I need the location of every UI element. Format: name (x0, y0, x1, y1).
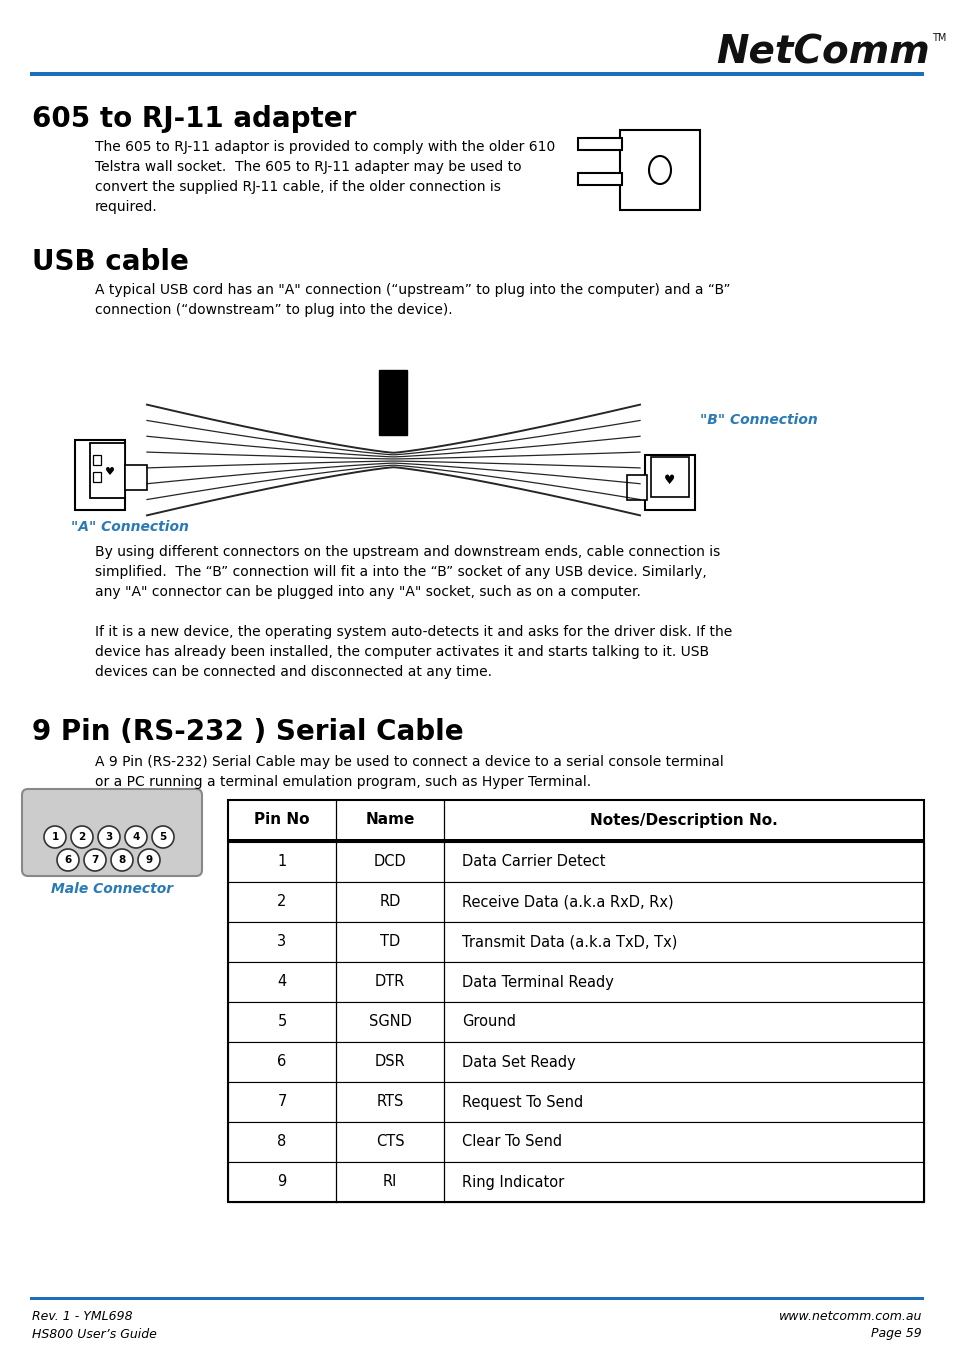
Text: 1: 1 (51, 831, 58, 842)
Circle shape (152, 826, 173, 848)
Bar (30, 72, 923, 76)
Circle shape (57, 849, 79, 871)
Text: 4: 4 (277, 975, 286, 990)
Text: RD: RD (379, 895, 400, 910)
Bar (578, 138, 621, 150)
Circle shape (71, 826, 92, 848)
Circle shape (98, 826, 120, 848)
Bar (92, 472, 101, 483)
Text: 3: 3 (105, 831, 112, 842)
Text: Receive Data (a.k.a RxD, Rx): Receive Data (a.k.a RxD, Rx) (461, 895, 673, 910)
Bar (228, 800, 923, 1202)
Bar (90, 443, 125, 498)
Text: DCD: DCD (374, 854, 406, 869)
Text: 605 to RJ-11 adapter: 605 to RJ-11 adapter (32, 105, 356, 132)
Text: www.netcomm.com.au: www.netcomm.com.au (778, 1310, 921, 1322)
Text: SGND: SGND (368, 1014, 411, 1029)
Circle shape (138, 849, 160, 871)
Bar (644, 456, 695, 510)
Text: TM: TM (931, 32, 945, 43)
Text: Name: Name (365, 813, 415, 827)
Bar (125, 465, 147, 489)
Text: 8: 8 (118, 854, 126, 865)
Text: A typical USB cord has an "A" connection (“upstream” to plug into the computer) : A typical USB cord has an "A" connection… (95, 283, 730, 318)
Text: ♥: ♥ (663, 473, 675, 487)
Bar (228, 963, 923, 1002)
Text: 2: 2 (277, 895, 287, 910)
Bar (75, 439, 125, 510)
Bar (228, 842, 923, 882)
Text: 5: 5 (277, 1014, 286, 1029)
Text: 6: 6 (277, 1055, 286, 1069)
Text: Data Carrier Detect: Data Carrier Detect (461, 854, 605, 869)
Text: 6: 6 (64, 854, 71, 865)
Text: 7: 7 (277, 1095, 287, 1110)
Circle shape (84, 849, 106, 871)
Text: Transmit Data (a.k.a TxD, Tx): Transmit Data (a.k.a TxD, Tx) (461, 934, 677, 949)
Text: Request To Send: Request To Send (461, 1095, 582, 1110)
Text: 9: 9 (277, 1175, 286, 1190)
Text: RI: RI (382, 1175, 396, 1190)
Text: 4: 4 (132, 831, 139, 842)
Bar (228, 1002, 923, 1042)
Text: If it is a new device, the operating system auto-detects it and asks for the dri: If it is a new device, the operating sys… (95, 625, 732, 679)
Text: USB cable: USB cable (32, 247, 189, 276)
Text: By using different connectors on the upstream and downstream ends, cable connect: By using different connectors on the ups… (95, 545, 720, 599)
Text: Male Connector: Male Connector (51, 882, 172, 896)
Text: HS800 User’s Guide: HS800 User’s Guide (32, 1328, 156, 1340)
Bar (228, 1161, 923, 1202)
Text: 9 Pin (RS-232 ) Serial Cable: 9 Pin (RS-232 ) Serial Cable (32, 718, 463, 746)
Text: TD: TD (379, 934, 399, 949)
Text: Data Set Ready: Data Set Ready (461, 1055, 576, 1069)
Ellipse shape (648, 155, 670, 184)
Bar (378, 370, 407, 435)
Bar (578, 173, 621, 185)
Text: 1: 1 (277, 854, 286, 869)
Text: Rev. 1 - YML698: Rev. 1 - YML698 (32, 1310, 132, 1322)
Text: 7: 7 (91, 854, 98, 865)
Text: 8: 8 (277, 1134, 286, 1149)
Text: ♥: ♥ (105, 466, 115, 477)
Bar (650, 457, 688, 498)
Text: "A" Connection: "A" Connection (71, 521, 189, 534)
Text: Ground: Ground (461, 1014, 516, 1029)
Bar (619, 130, 700, 210)
Circle shape (125, 826, 147, 848)
Bar (626, 475, 646, 500)
Text: Clear To Send: Clear To Send (461, 1134, 561, 1149)
Text: "B" Connection: "B" Connection (700, 412, 817, 427)
Text: CTS: CTS (375, 1134, 404, 1149)
Text: The 605 to RJ-11 adaptor is provided to comply with the older 610
Telstra wall s: The 605 to RJ-11 adaptor is provided to … (95, 141, 555, 214)
Text: RTS: RTS (375, 1095, 403, 1110)
Circle shape (44, 826, 66, 848)
Text: 2: 2 (78, 831, 86, 842)
Text: DTR: DTR (375, 975, 405, 990)
Text: DSR: DSR (375, 1055, 405, 1069)
Text: Notes/Description No.: Notes/Description No. (590, 813, 777, 827)
Bar (30, 1297, 923, 1301)
Bar (228, 1122, 923, 1161)
Text: Ring Indicator: Ring Indicator (461, 1175, 563, 1190)
Text: Page 59: Page 59 (870, 1328, 921, 1340)
FancyBboxPatch shape (22, 790, 202, 876)
Bar (228, 882, 923, 922)
Bar (228, 1082, 923, 1122)
Text: Pin No: Pin No (254, 813, 310, 827)
Bar (92, 456, 101, 465)
Bar (228, 1042, 923, 1082)
Text: 3: 3 (277, 934, 286, 949)
Text: Data Terminal Ready: Data Terminal Ready (461, 975, 613, 990)
Bar (228, 800, 923, 840)
Text: NetComm: NetComm (716, 32, 929, 72)
Bar (228, 922, 923, 963)
Bar (228, 840, 923, 842)
Text: 5: 5 (159, 831, 167, 842)
Circle shape (111, 849, 132, 871)
Text: A 9 Pin (RS-232) Serial Cable may be used to connect a device to a serial consol: A 9 Pin (RS-232) Serial Cable may be use… (95, 754, 723, 790)
Text: 9: 9 (145, 854, 152, 865)
